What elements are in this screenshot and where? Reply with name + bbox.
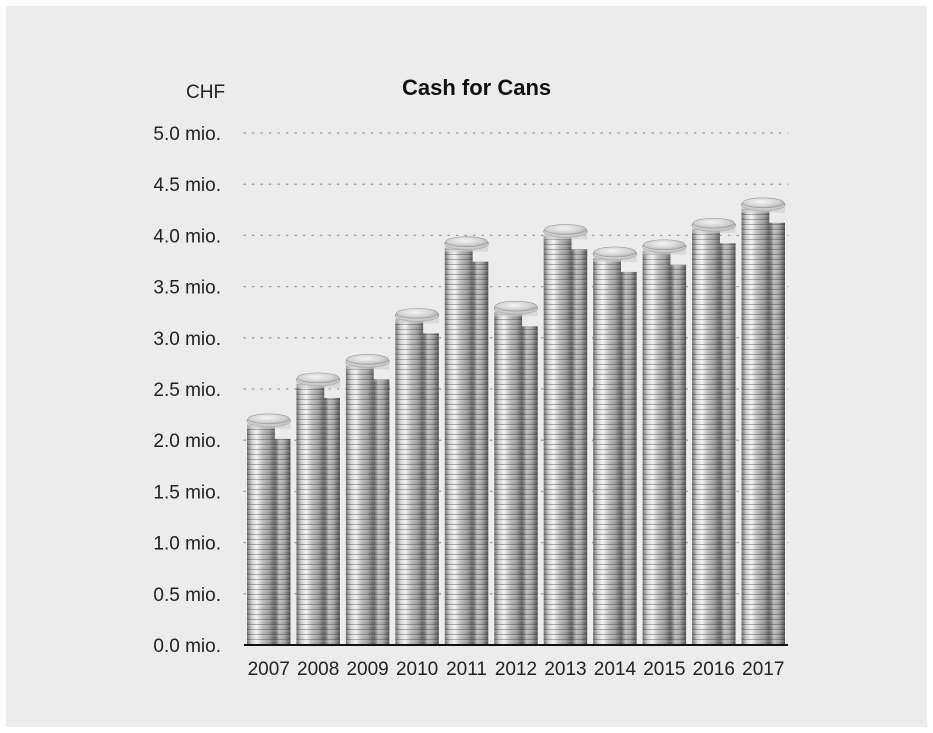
y-tick-label: 0.5 mio. — [153, 585, 221, 606]
bar-2008 — [296, 372, 341, 645]
chart-title: Cash for Cans — [402, 75, 551, 100]
bar-rear-ridges — [719, 243, 736, 646]
y-tick-label: 0.0 mio. — [153, 636, 221, 657]
bar-top-coin-face — [297, 372, 340, 384]
bar-rear-ridges — [670, 264, 687, 645]
bar-top-coin-edge — [543, 231, 588, 240]
bar-top-coin-face — [346, 354, 389, 365]
bar-2015 — [642, 239, 687, 645]
bar-top-coin-face — [692, 217, 735, 229]
bar-rear-ridges — [324, 397, 340, 645]
y-tick-label: 2.0 mio. — [153, 431, 221, 452]
y-tick-label: 5.0 mio. — [153, 124, 221, 145]
bar-2014 — [592, 246, 638, 645]
bar-top-coin-face — [247, 413, 290, 425]
x-tick-label: 2015 — [643, 659, 685, 680]
bar-rear-ridges — [472, 261, 489, 645]
y-tick-label: 4.5 mio. — [153, 175, 221, 196]
bar-front-ridges — [444, 247, 473, 646]
bar-2011 — [444, 236, 489, 646]
bar-top-coin-edge — [741, 204, 785, 213]
bar-front-ridges — [692, 229, 720, 646]
bar-2010 — [394, 308, 440, 645]
bar-rear-ridges — [373, 379, 390, 645]
bar-front-ridges — [543, 235, 572, 645]
bar-rear-ridges — [522, 326, 538, 645]
x-tick-label: 2010 — [396, 659, 438, 680]
bar-top-coin-edge — [692, 225, 736, 234]
bar-top-coin-edge — [345, 361, 390, 370]
bar-front-ridges — [593, 257, 621, 645]
bar-front-ridges — [494, 312, 523, 645]
y-tick-label: 4.0 mio. — [153, 226, 221, 247]
bar-rear-ridges — [620, 271, 637, 645]
bar-rear-ridges — [769, 222, 785, 645]
bar-2009 — [345, 354, 390, 645]
bar-top-coin-edge — [642, 246, 687, 255]
y-unit-label: CHF — [186, 82, 225, 103]
y-tick-label: 1.5 mio. — [153, 482, 221, 503]
x-tick-label: 2011 — [446, 659, 487, 680]
bar-2007 — [246, 413, 291, 645]
bar-rear-ridges — [423, 333, 439, 645]
bar-2016 — [691, 217, 736, 646]
x-tick-label: 2017 — [742, 659, 784, 680]
x-tick-label: 2012 — [495, 659, 537, 680]
x-tick-label: 2009 — [346, 659, 388, 680]
bar-2012 — [493, 300, 539, 645]
bar-front-ridges — [395, 319, 424, 645]
bar-2013 — [543, 224, 588, 645]
y-axis-ticks: 0.0 mio. 0.5 mio. 1.0 mio. 1.5 mio. 2.0 mio.… — [153, 124, 221, 657]
y-tick-label: 3.0 mio. — [153, 329, 221, 350]
bar-top-coin-face — [544, 224, 587, 235]
bar-top-coin-edge — [593, 253, 637, 262]
bar-top-coin-edge — [395, 315, 439, 324]
bar-top-coin-edge — [247, 420, 291, 429]
y-tick-label: 2.5 mio. — [153, 380, 221, 401]
bar-front-ridges — [642, 250, 671, 645]
bar-top-coin-face — [643, 239, 686, 251]
bar-front-ridges — [345, 365, 374, 645]
x-tick-label: 2008 — [297, 659, 339, 680]
x-tick-label: 2013 — [544, 659, 586, 680]
bar-top-coin-face — [742, 197, 785, 209]
bar-top-coin-edge — [494, 308, 538, 317]
bar-top-coin-edge — [444, 243, 489, 252]
bar-front-ridges — [741, 208, 770, 645]
bar-top-coin-face — [445, 236, 488, 247]
bar-top-coin-face — [494, 300, 538, 312]
y-tick-label: 1.0 mio. — [153, 534, 221, 555]
x-axis-ticks: 2007 2008 2009 2010 2011 2012 2013 2014 2015 2016… — [248, 659, 785, 680]
bar-top-coin-face — [593, 246, 636, 258]
bar-rear-ridges — [571, 249, 588, 645]
bars — [246, 197, 786, 646]
bar-front-ridges — [296, 383, 325, 645]
bar-top-coin-face — [396, 308, 439, 319]
x-tick-label: 2014 — [594, 659, 637, 680]
bar-2017 — [741, 197, 786, 645]
bar-front-ridges — [247, 424, 275, 645]
bar-rear-ridges — [274, 438, 291, 645]
bar-top-coin-edge — [296, 379, 340, 388]
y-tick-label: 3.5 mio. — [153, 278, 221, 299]
x-tick-label: 2007 — [248, 659, 290, 680]
x-tick-label: 2016 — [693, 659, 735, 680]
